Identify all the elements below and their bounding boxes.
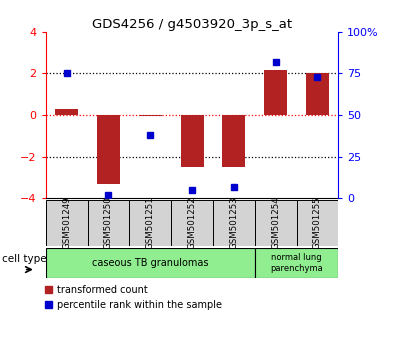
Text: normal lung
parenchyma: normal lung parenchyma xyxy=(270,253,323,273)
Text: GSM501252: GSM501252 xyxy=(187,196,197,250)
Bar xyxy=(222,115,245,167)
Bar xyxy=(55,109,78,115)
Bar xyxy=(306,74,329,115)
Legend: transformed count, percentile rank within the sample: transformed count, percentile rank withi… xyxy=(43,283,224,312)
FancyBboxPatch shape xyxy=(46,248,255,278)
Title: GDS4256 / g4503920_3p_s_at: GDS4256 / g4503920_3p_s_at xyxy=(92,18,292,31)
Bar xyxy=(181,115,203,167)
Bar xyxy=(139,115,162,116)
FancyBboxPatch shape xyxy=(46,200,88,246)
FancyBboxPatch shape xyxy=(129,200,171,246)
FancyBboxPatch shape xyxy=(88,200,129,246)
Text: GSM501251: GSM501251 xyxy=(146,196,155,250)
Text: GSM501253: GSM501253 xyxy=(229,196,238,250)
Text: caseous TB granulomas: caseous TB granulomas xyxy=(92,258,209,268)
Bar xyxy=(97,115,120,184)
Text: GSM501255: GSM501255 xyxy=(313,196,322,250)
Text: cell type: cell type xyxy=(2,254,47,264)
FancyBboxPatch shape xyxy=(297,200,338,246)
FancyBboxPatch shape xyxy=(171,200,213,246)
FancyBboxPatch shape xyxy=(255,200,297,246)
Text: GSM501249: GSM501249 xyxy=(62,197,71,249)
FancyBboxPatch shape xyxy=(255,248,338,278)
Bar xyxy=(264,70,287,115)
Text: GSM501254: GSM501254 xyxy=(271,196,280,250)
Text: GSM501250: GSM501250 xyxy=(104,196,113,250)
FancyBboxPatch shape xyxy=(213,200,255,246)
